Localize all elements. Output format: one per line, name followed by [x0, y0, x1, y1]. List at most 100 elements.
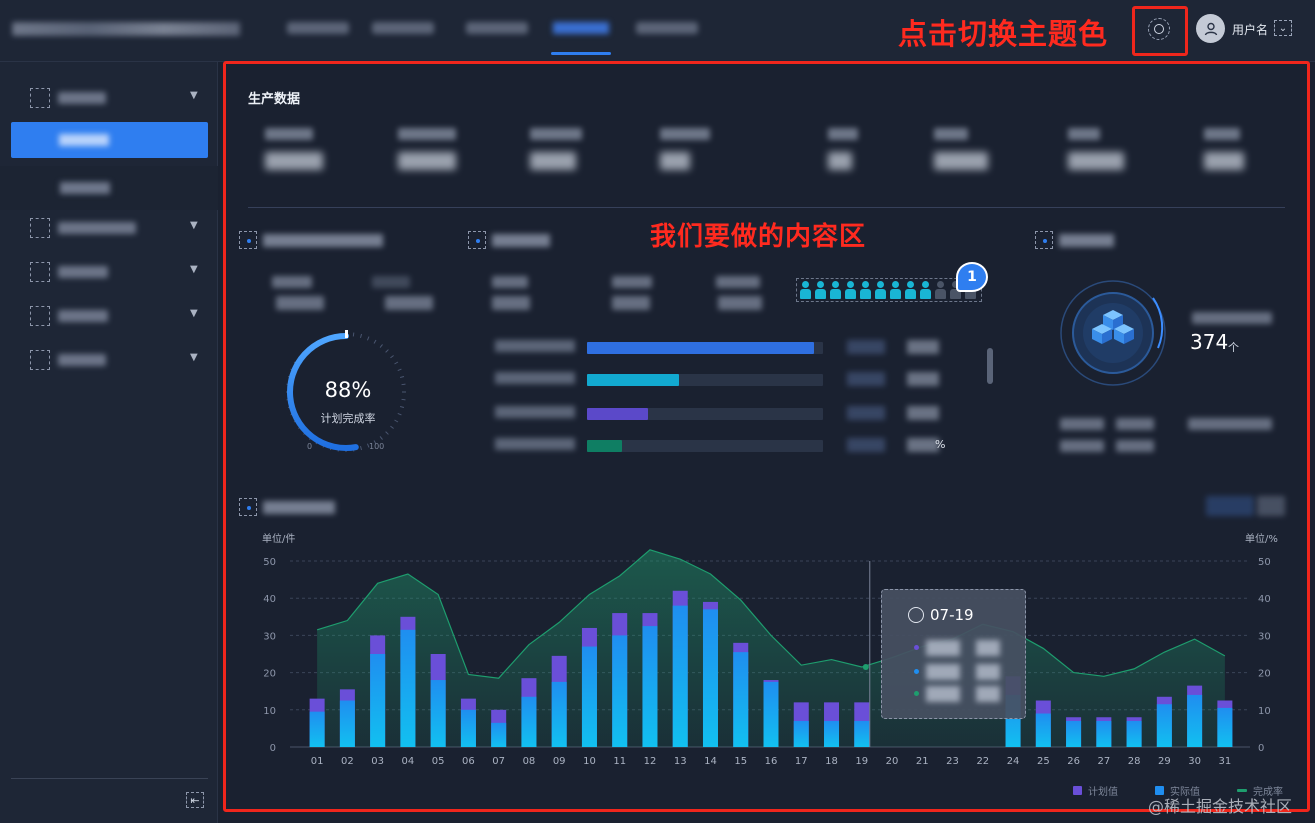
x-tick-label: 06 — [462, 756, 475, 767]
progress-label — [495, 438, 575, 450]
x-tick-label: 24 — [1007, 756, 1020, 767]
progress-fill — [587, 374, 680, 386]
inventory-detail — [1060, 418, 1104, 430]
inventory-ring — [1060, 280, 1166, 386]
y-tick-right: 30 — [1258, 631, 1271, 642]
section-header-1 — [239, 229, 389, 251]
x-tick-label: 09 — [553, 756, 566, 767]
sidebar: ▼ ▼ ▼ ▼ ▼ ⇤ — [0, 62, 218, 823]
bar-actual — [400, 629, 416, 747]
nav-item-1[interactable] — [287, 22, 349, 34]
progress-track — [587, 374, 823, 386]
person-icon — [844, 281, 857, 299]
bar-actual — [733, 652, 749, 747]
progress-percent — [907, 406, 939, 420]
y-tick-right: 10 — [1258, 706, 1271, 717]
sidebar-group-4[interactable]: ▼ — [0, 298, 218, 334]
annotation-theme-box — [1132, 6, 1188, 56]
gauge-tick — [399, 375, 405, 378]
x-tick-label: 08 — [523, 756, 536, 767]
section-header-chart — [239, 496, 349, 518]
stat-1 — [265, 128, 323, 170]
section-header-3 — [1035, 229, 1125, 251]
mini-stat-value — [492, 296, 530, 310]
progress-value — [847, 406, 885, 420]
legend-swatch — [1237, 789, 1247, 792]
tooltip-row — [914, 640, 1000, 656]
inventory-detail — [1188, 418, 1272, 430]
legend-swatch — [1073, 786, 1082, 795]
person-icon — [904, 281, 917, 299]
inventory-unit: 个 — [1228, 341, 1239, 354]
sidebar-group-2[interactable]: ▼ — [0, 210, 218, 246]
chevron-down-icon[interactable]: ⌄ — [1274, 20, 1292, 36]
bar-actual — [551, 681, 567, 747]
theme-toggle-icon[interactable] — [1148, 18, 1170, 40]
progress-label — [495, 340, 575, 352]
sidebar-item-sub[interactable] — [0, 166, 218, 210]
progress-percent — [907, 372, 939, 386]
stat-5 — [828, 128, 858, 170]
progress-label — [495, 372, 575, 384]
sidebar-group-3[interactable]: ▼ — [0, 254, 218, 290]
x-tick-label: 26 — [1067, 756, 1080, 767]
nav-item-3[interactable] — [466, 22, 528, 34]
legend-rate[interactable]: 完成率 — [1237, 783, 1283, 798]
person-icon — [934, 281, 947, 299]
bar-actual — [581, 646, 597, 747]
gauge-tick — [360, 445, 363, 451]
gauge-tick — [401, 383, 406, 386]
inventory-label — [1192, 312, 1272, 324]
collapse-sidebar-icon[interactable]: ⇤ — [186, 792, 204, 808]
bar-actual — [460, 709, 476, 747]
x-tick-label: 12 — [644, 756, 657, 767]
username[interactable]: 用户名 — [1232, 23, 1269, 37]
scrollbar[interactable] — [987, 348, 993, 384]
legend-plan[interactable]: 计划值 — [1073, 783, 1118, 798]
gauge-tick — [394, 361, 399, 365]
nav-item-active[interactable] — [553, 22, 609, 34]
divider — [11, 778, 208, 779]
section-icon — [468, 231, 486, 249]
bar-actual — [430, 680, 446, 747]
chart-filter-button[interactable] — [1257, 496, 1285, 516]
bar-actual — [1035, 713, 1051, 747]
progress-row — [495, 406, 955, 420]
x-tick-label: 30 — [1188, 756, 1201, 767]
progress-value — [847, 438, 885, 452]
x-tick-label: 07 — [492, 756, 505, 767]
daily-production-chart: 单位/件 单位/% 0 0 10 10 20 20 30 30 40 40 50 50 01 02 03 04 05… — [262, 532, 1278, 767]
progress-fill — [587, 342, 814, 354]
bar-actual — [642, 626, 658, 747]
divider — [248, 207, 1285, 208]
worker-icons — [796, 278, 982, 302]
sidebar-group-label — [58, 222, 136, 234]
sidebar-item-active[interactable] — [11, 122, 208, 158]
tooltip-point — [862, 664, 869, 671]
legend-actual[interactable]: 实际值 — [1155, 783, 1200, 798]
sidebar-group-5[interactable]: ▼ — [0, 342, 218, 378]
bar-actual — [672, 605, 688, 747]
tooltip-row — [914, 686, 1000, 702]
gauge-tick — [399, 406, 405, 409]
person-icon — [859, 281, 872, 299]
avatar[interactable] — [1196, 14, 1225, 43]
mini-stat-label — [272, 276, 312, 288]
menu-icon — [30, 350, 50, 370]
tooltip-date: 07-19 — [930, 606, 974, 624]
gauge-tick — [397, 368, 402, 372]
mini-stat-value — [612, 296, 650, 310]
y-tick-left: 10 — [263, 706, 276, 717]
x-tick-label: 14 — [704, 756, 717, 767]
sidebar-group-1[interactable]: ▼ — [0, 80, 218, 116]
legend-swatch — [1155, 786, 1164, 795]
x-tick-label: 19 — [855, 756, 868, 767]
nav-item-2[interactable] — [372, 22, 434, 34]
bar-actual — [1217, 707, 1233, 747]
gauge-tick — [373, 339, 377, 344]
chevron-down-icon: ▼ — [190, 352, 198, 363]
chart-filter-button[interactable] — [1206, 496, 1254, 516]
x-tick-label: 01 — [311, 756, 324, 767]
bar-actual — [824, 720, 840, 747]
nav-item-5[interactable] — [636, 22, 698, 34]
